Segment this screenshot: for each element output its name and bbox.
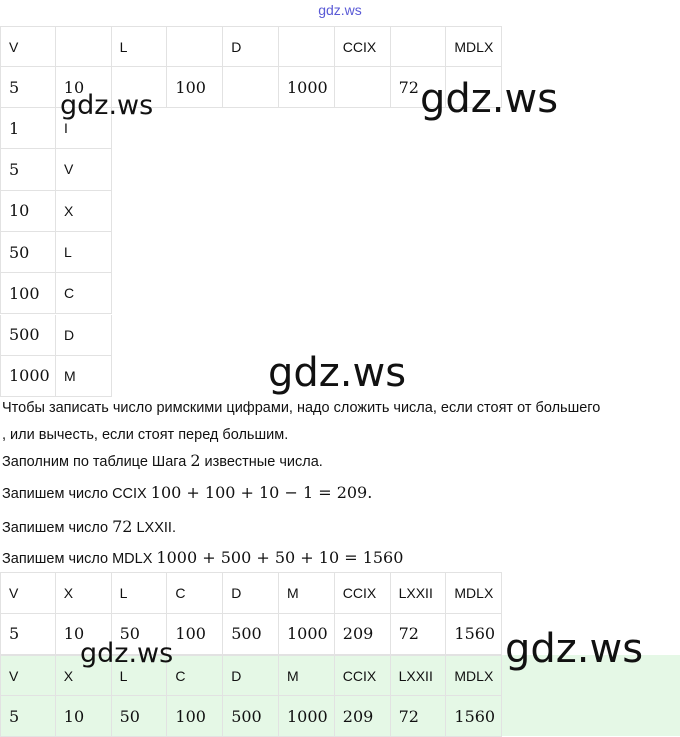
math: 72 bbox=[112, 517, 133, 536]
table-cell bbox=[223, 67, 279, 108]
table-cell: CCIX bbox=[334, 572, 391, 614]
math: 1000 + 500 + 50 + 10 = 1560 bbox=[156, 548, 404, 567]
table-cell: D bbox=[223, 572, 279, 614]
table-cell: 209 bbox=[334, 613, 391, 655]
table-cell: 500 bbox=[223, 613, 279, 655]
header-watermark: gdz.ws bbox=[318, 2, 362, 18]
table-cell bbox=[334, 67, 391, 108]
table-cell bbox=[55, 26, 112, 67]
table-cell: V bbox=[0, 572, 56, 614]
table-cell bbox=[279, 26, 335, 67]
table-cell: 50 bbox=[111, 613, 168, 655]
table-cell: C bbox=[56, 273, 112, 315]
table-cell: L bbox=[56, 231, 112, 274]
table-cell: M bbox=[279, 572, 335, 614]
table-cell bbox=[111, 67, 168, 108]
table-cell: MDLX bbox=[446, 26, 503, 67]
table-cell: 72 bbox=[390, 696, 447, 737]
text: , или вычесть, если стоят перед большим. bbox=[2, 427, 289, 443]
table-cell: 5 bbox=[0, 67, 56, 108]
watermark: gdz.ws bbox=[268, 350, 407, 396]
table-cell: M bbox=[279, 655, 335, 696]
table-cell: 1000 bbox=[279, 613, 335, 655]
table-cell bbox=[446, 67, 503, 108]
table-cell: 1000 bbox=[0, 355, 56, 398]
table-cell: 1560 bbox=[446, 696, 503, 737]
table-cell: I bbox=[56, 108, 112, 150]
table-cell: 1000 bbox=[279, 696, 335, 737]
table-cell: 100 bbox=[167, 696, 224, 737]
table-cell: 10 bbox=[55, 613, 112, 655]
table-cell: V bbox=[0, 655, 56, 696]
table-cell: 5 bbox=[0, 613, 56, 655]
paragraph: Запишем число CCIX 100 + 100 + 10 − 1 = … bbox=[2, 483, 372, 502]
watermark: gdz.ws bbox=[80, 638, 174, 669]
table-cell bbox=[390, 26, 447, 67]
table-cell: 100 bbox=[167, 67, 224, 108]
table-cell: L bbox=[111, 655, 168, 696]
table-cell: 50 bbox=[111, 696, 168, 737]
table-cell: 1560 bbox=[446, 613, 503, 655]
watermark: gdz.ws bbox=[420, 76, 559, 122]
table-cell: 5 bbox=[0, 149, 56, 191]
table-cell: MDLX bbox=[446, 572, 503, 614]
table-cell: 500 bbox=[223, 696, 279, 737]
table-cell: 1 bbox=[0, 108, 56, 150]
text: LXXII. bbox=[132, 520, 176, 536]
text: Заполним по таблице Шага bbox=[2, 454, 191, 470]
table-cell: LXXII bbox=[390, 655, 447, 696]
table-cell: X bbox=[55, 572, 112, 614]
table-cell: CCIX bbox=[334, 655, 391, 696]
table-cell bbox=[167, 26, 224, 67]
paragraph: Заполним по таблице Шага 2 известные чис… bbox=[2, 451, 323, 470]
table-cell: 10 bbox=[0, 190, 56, 232]
table-cell: CCIX bbox=[334, 26, 391, 67]
table-cell: C bbox=[167, 655, 224, 696]
table-cell: D bbox=[223, 655, 279, 696]
watermark: gdz.ws bbox=[60, 90, 154, 121]
table-cell: 72 bbox=[390, 67, 447, 108]
paragraph: Запишем число 72 LXXII. bbox=[2, 517, 176, 536]
table-cell: 72 bbox=[390, 613, 447, 655]
table-cell: V bbox=[56, 149, 112, 191]
table-cell: 10 bbox=[55, 696, 112, 737]
text: Запишем число CCIX bbox=[2, 486, 151, 502]
watermark: gdz.ws bbox=[505, 626, 644, 672]
table-cell: X bbox=[56, 190, 112, 232]
table-cell: M bbox=[56, 355, 112, 398]
paragraph: Чтобы записать число римскими цифрами, н… bbox=[2, 400, 600, 416]
text: Запишем число MDLX bbox=[2, 551, 157, 567]
table-cell: 100 bbox=[0, 273, 56, 315]
table-cell: 1000 bbox=[279, 67, 335, 108]
table-cell: 50 bbox=[0, 231, 56, 274]
table-cell: 100 bbox=[167, 613, 224, 655]
table-cell: X bbox=[55, 655, 112, 696]
table-cell: LXXII bbox=[390, 572, 447, 614]
math: 100 + 100 + 10 − 1 = 209. bbox=[150, 483, 373, 502]
table-cell: L bbox=[111, 26, 168, 67]
table-cell: V bbox=[0, 26, 56, 67]
table-cell: 10 bbox=[55, 67, 112, 108]
table-cell: MDLX bbox=[446, 655, 503, 696]
math: 2 bbox=[190, 451, 201, 470]
table-cell: C bbox=[167, 572, 224, 614]
table-cell: D bbox=[223, 26, 279, 67]
table-cell: D bbox=[56, 314, 112, 356]
table-cell: 5 bbox=[0, 696, 56, 737]
text: Запишем число bbox=[2, 520, 113, 536]
text: Чтобы записать число римскими цифрами, н… bbox=[2, 400, 601, 416]
table-cell: L bbox=[111, 572, 168, 614]
paragraph: Запишем число MDLX 1000 + 500 + 50 + 10 … bbox=[2, 548, 403, 567]
paragraph: , или вычесть, если стоят перед большим. bbox=[2, 427, 288, 443]
table-cell: 209 bbox=[334, 696, 391, 737]
text: известные числа. bbox=[200, 454, 323, 470]
table-cell: 500 bbox=[0, 314, 56, 356]
